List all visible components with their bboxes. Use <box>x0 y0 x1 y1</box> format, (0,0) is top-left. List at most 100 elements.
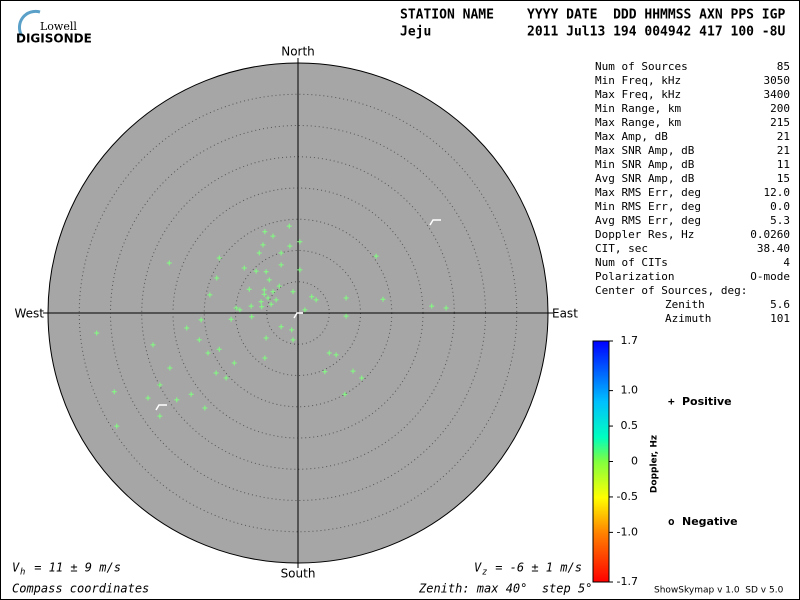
stat-value: 200 <box>770 102 790 115</box>
colorbar-tick-label: 0 <box>631 455 638 468</box>
source-point <box>233 305 239 311</box>
source-point <box>248 303 254 309</box>
source-point <box>196 337 202 343</box>
source-point <box>174 397 180 403</box>
source-point <box>429 303 435 309</box>
source-point <box>268 301 274 307</box>
source-point <box>278 324 284 330</box>
source-point <box>214 275 220 281</box>
stat-value: 12.0 <box>764 186 791 199</box>
colorbar-tick-label: -0.5 <box>617 490 638 503</box>
source-point <box>184 325 190 331</box>
source-point <box>253 268 259 274</box>
stat-value: 11 <box>777 158 790 171</box>
stat-label: Max Freq, kHz <box>595 88 681 101</box>
stat-label: Max Amp, dB <box>595 130 668 143</box>
vz-symbol: V <box>474 561 482 575</box>
colorbar-label: Doppler, Hz <box>650 435 660 493</box>
colorbar-tick-label: 0.5 <box>621 419 639 432</box>
source-point <box>278 250 284 256</box>
source-point <box>258 299 264 305</box>
source-point <box>262 229 268 235</box>
legend-symbol: + <box>668 395 675 408</box>
source-point <box>114 423 120 429</box>
stat-label: Polarization <box>595 270 674 283</box>
source-point <box>313 297 319 303</box>
source-point <box>342 391 348 397</box>
date-heading: YYYY DATE DDD HHMMSS AXN PPS IGP <box>527 8 785 23</box>
source-point <box>322 369 328 375</box>
stat-label: Max Range, km <box>595 116 681 129</box>
source-point <box>241 265 247 271</box>
stat-label: Min Freq, kHz <box>595 74 681 87</box>
source-point <box>228 316 234 322</box>
stat-value: 5.3 <box>770 214 790 227</box>
colorbar-tick-label: -1.7 <box>617 575 638 588</box>
source-point <box>290 337 296 343</box>
source-point <box>266 277 272 283</box>
source-point <box>249 314 255 320</box>
source-point <box>166 260 172 266</box>
source-point <box>359 375 365 381</box>
source-point <box>263 335 269 341</box>
source-point <box>380 296 386 302</box>
stat-label: Num of CITs <box>595 256 668 269</box>
source-point <box>145 395 151 401</box>
stat-label: Num of Sources <box>595 60 688 73</box>
source-point <box>350 368 356 374</box>
source-point <box>259 304 265 310</box>
logo-bottom: DIGISONDE <box>16 32 92 46</box>
source-point <box>265 295 271 301</box>
stat-label: Min SNR Amp, dB <box>595 158 695 171</box>
source-point <box>373 253 379 259</box>
vz-sub: z <box>482 568 487 578</box>
stat-value: 15 <box>777 172 790 185</box>
center-label: Zenith <box>665 298 705 311</box>
vh-symbol: V <box>12 561 20 575</box>
stat-value: 21 <box>777 130 790 143</box>
colorbar-tick-label: 1.7 <box>621 334 639 347</box>
stat-value: 0.0260 <box>750 228 790 241</box>
stat-value: 4 <box>783 256 790 269</box>
center-value: 5.6 <box>770 298 790 311</box>
source-point <box>270 233 276 239</box>
source-point <box>167 365 173 371</box>
source-point <box>216 255 222 261</box>
source-point <box>216 346 222 352</box>
source-point <box>287 243 293 249</box>
source-point <box>333 352 339 358</box>
logo-swoosh <box>17 9 41 37</box>
center-label: Azimuth <box>665 312 711 325</box>
source-point <box>157 382 163 388</box>
vh-text: = 11 ± 9 m/s <box>27 561 121 575</box>
source-point <box>276 283 282 289</box>
source-point <box>205 350 211 356</box>
source-point <box>297 267 303 273</box>
source-point <box>246 286 252 292</box>
source-point <box>207 292 213 298</box>
stat-label: Doppler Res, Hz <box>595 228 694 241</box>
source-point <box>290 289 296 295</box>
stat-value: 38.40 <box>757 242 790 255</box>
source-point <box>231 360 237 366</box>
source-point <box>263 269 269 275</box>
stat-value: 3400 <box>764 88 791 101</box>
source-point <box>278 262 284 268</box>
source-point <box>261 291 267 297</box>
legend-symbol: o <box>668 515 675 528</box>
source-point <box>198 317 204 323</box>
version: ShowSkymap v 1.0 SD v 5.0 <box>654 586 784 596</box>
stat-label: Min RMS Err, deg <box>595 200 701 213</box>
source-point <box>223 375 229 381</box>
source-point <box>256 250 262 256</box>
colorbar-tick-label: -1.0 <box>617 525 638 538</box>
source-point <box>443 305 449 311</box>
vh-sub: h <box>20 568 25 578</box>
colorbar <box>592 340 610 583</box>
stat-value: 0.0 <box>770 200 790 213</box>
legend-label: Positive <box>682 395 732 408</box>
stat-value: 85 <box>777 60 790 73</box>
source-point <box>326 350 332 356</box>
stat-value: 215 <box>770 116 790 129</box>
